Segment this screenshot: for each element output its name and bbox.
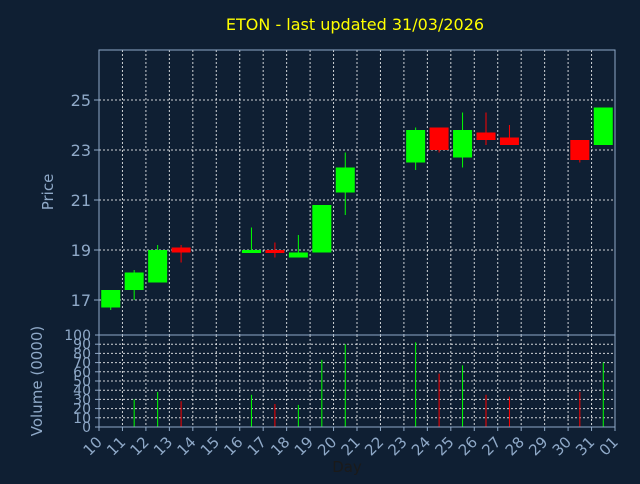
candle-body: [288, 252, 308, 258]
price-tick-label: 19: [71, 241, 91, 260]
candle-body: [570, 140, 590, 160]
x-tick-labels: 1011121314151617181920212223242526272829…: [80, 427, 622, 459]
x-tick-label: 25: [431, 433, 457, 459]
candle-body: [124, 272, 144, 290]
volume-tick-label: 50: [73, 374, 91, 390]
candle-body: [406, 130, 426, 163]
price-grid: [98, 50, 616, 335]
candle-body: [148, 250, 168, 283]
x-tick-label: 23: [385, 433, 411, 459]
x-tick-label: 11: [103, 433, 129, 459]
price-tick-label: 17: [71, 291, 91, 310]
candle-body: [265, 250, 285, 253]
volume-tick-label: 60: [73, 365, 91, 381]
x-tick-label: 31: [572, 433, 598, 459]
x-tick-label: 21: [338, 433, 364, 459]
x-tick-label: 18: [267, 433, 293, 459]
candle-body: [171, 247, 191, 253]
price-tick-label: 25: [71, 91, 91, 110]
candle-body: [101, 290, 121, 308]
volume-bars: [133, 342, 604, 427]
x-tick-label: 30: [549, 433, 575, 459]
volume-tick-label: 30: [73, 392, 91, 408]
candle-body: [241, 250, 261, 253]
x-tick-label: 26: [455, 433, 481, 459]
volume-tick-label: 70: [73, 356, 91, 372]
x-axis-label: Day: [332, 458, 362, 476]
volume-tick-label: 80: [73, 346, 91, 362]
x-tick-label: 17: [244, 433, 270, 459]
chart-title: ETON - last updated 31/03/2026: [226, 15, 484, 34]
volume-tick-label: 100: [64, 328, 91, 344]
candle-body: [312, 205, 332, 253]
x-tick-label: 19: [291, 433, 317, 459]
x-tick-label: 14: [173, 433, 199, 459]
volume-tick-label: 90: [73, 337, 91, 353]
x-tick-label: 10: [80, 433, 106, 459]
candle-body: [476, 132, 496, 140]
x-tick-label: 15: [197, 433, 223, 459]
candle-body: [335, 167, 355, 193]
volume-grid: [98, 334, 616, 428]
candle-body: [593, 107, 613, 145]
x-tick-label: 22: [361, 433, 387, 459]
x-tick-label: 29: [525, 433, 551, 459]
volume-tick-label: 10: [73, 411, 91, 427]
x-tick-label: 28: [502, 433, 528, 459]
volume-axis-label: Volume (0000): [28, 326, 46, 436]
candle-body: [453, 130, 473, 158]
volume-tick-label: 0: [82, 420, 91, 436]
candle-body: [429, 127, 449, 150]
x-tick-label: 12: [127, 433, 153, 459]
x-tick-label: 20: [314, 433, 340, 459]
x-tick-label: 01: [596, 433, 622, 459]
price-tick-labels: 17 19 21 23 25: [71, 91, 99, 310]
volume-tick-label: 20: [73, 402, 91, 418]
price-tick-label: 21: [71, 191, 91, 210]
x-tick-label: 24: [408, 433, 434, 459]
price-tick-label: 23: [71, 141, 91, 160]
candles: [101, 107, 613, 310]
candle-body: [499, 137, 519, 145]
volume-tick-label: 40: [73, 383, 91, 399]
price-axis-label: Price: [39, 174, 57, 211]
x-tick-label: 27: [478, 433, 504, 459]
x-tick-label: 16: [220, 433, 246, 459]
x-tick-label: 13: [150, 433, 176, 459]
price-plot-frame: [98, 49, 616, 336]
